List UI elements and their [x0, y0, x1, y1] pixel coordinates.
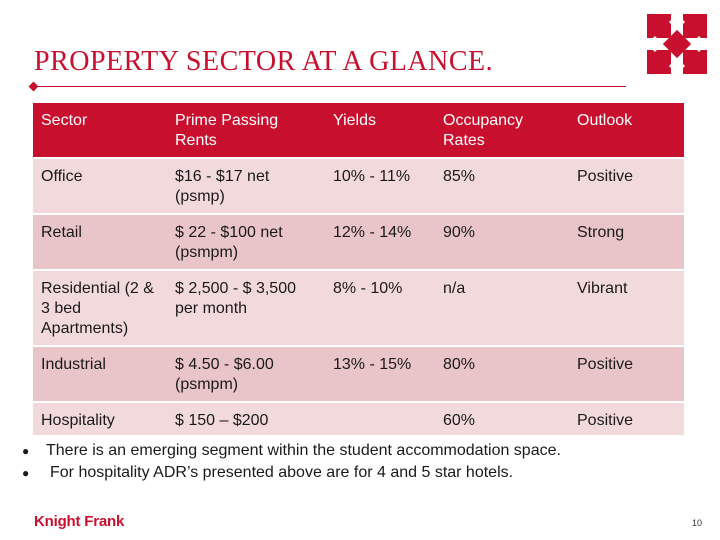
knight-frank-logo: Knight Frank — [34, 513, 125, 530]
title-underline — [34, 86, 626, 87]
header-prime-passing-rents: Prime Passing Rents — [167, 103, 325, 159]
cell-outlook: Positive — [569, 346, 684, 403]
bullet-icon: ● — [22, 466, 30, 480]
table-row: Residential (2 & 3 bed Apartments) $ 2,5… — [33, 270, 684, 347]
cell-sector: Retail — [33, 214, 167, 271]
table-row: Office $16 - $17 net (psmp) 10% - 11% 85… — [33, 158, 684, 215]
cell-occupancy: 60% — [435, 402, 569, 437]
cell-rents: $ 4.50 - $6.00 (psmpm) — [167, 346, 325, 403]
cell-yields: 10% - 11% — [325, 158, 435, 215]
cell-occupancy: n/a — [435, 270, 569, 347]
cell-rents: $ 22 - $100 net (psmpm) — [167, 214, 325, 271]
cell-rents: $16 - $17 net (psmp) — [167, 158, 325, 215]
cell-yields: 13% - 15% — [325, 346, 435, 403]
note-text: There is an emerging segment within the … — [46, 442, 561, 459]
header-outlook: Outlook — [569, 103, 684, 159]
slide-title: PROPERTY SECTOR AT A GLANCE. — [34, 46, 494, 77]
bullet-icon: ● — [22, 444, 30, 458]
table-row: Industrial $ 4.50 - $6.00 (psmpm) 13% - … — [33, 346, 684, 403]
table-row: Retail $ 22 - $100 net (psmpm) 12% - 14%… — [33, 214, 684, 271]
cell-rents: $ 150 – $200 — [167, 402, 325, 437]
cell-sector: Hospitality — [33, 402, 167, 437]
title-underline-marker — [28, 81, 39, 92]
cell-yields: 8% - 10% — [325, 270, 435, 347]
cell-occupancy: 90% — [435, 214, 569, 271]
property-sector-table: Sector Prime Passing Rents Yields Occupa… — [33, 103, 684, 437]
cell-yields: 12% - 14% — [325, 214, 435, 271]
cell-sector: Industrial — [33, 346, 167, 403]
note-text: For hospitality ADR’s presented above ar… — [50, 464, 514, 481]
knight-frank-mark-icon — [647, 14, 707, 74]
table-row: Hospitality $ 150 – $200 60% Positive — [33, 402, 684, 437]
notes-list: ● There is an emerging segment within th… — [22, 440, 561, 484]
cell-outlook: Positive — [569, 402, 684, 437]
header-yields: Yields — [325, 103, 435, 159]
cell-yields — [325, 402, 435, 437]
header-sector: Sector — [33, 103, 167, 159]
page-number: 10 — [692, 518, 703, 528]
list-item: ● For hospitality ADR’s presented above … — [22, 462, 561, 484]
cell-outlook: Positive — [569, 158, 684, 215]
cell-outlook: Vibrant — [569, 270, 684, 347]
header-occupancy-rates: Occupancy Rates — [435, 103, 569, 159]
cell-sector: Office — [33, 158, 167, 215]
cell-outlook: Strong — [569, 214, 684, 271]
cell-occupancy: 85% — [435, 158, 569, 215]
cell-occupancy: 80% — [435, 346, 569, 403]
table-header-row: Sector Prime Passing Rents Yields Occupa… — [33, 103, 684, 159]
list-item: ● There is an emerging segment within th… — [22, 440, 561, 462]
cell-sector: Residential (2 & 3 bed Apartments) — [33, 270, 167, 347]
cell-rents: $ 2,500 - $ 3,500 per month — [167, 270, 325, 347]
